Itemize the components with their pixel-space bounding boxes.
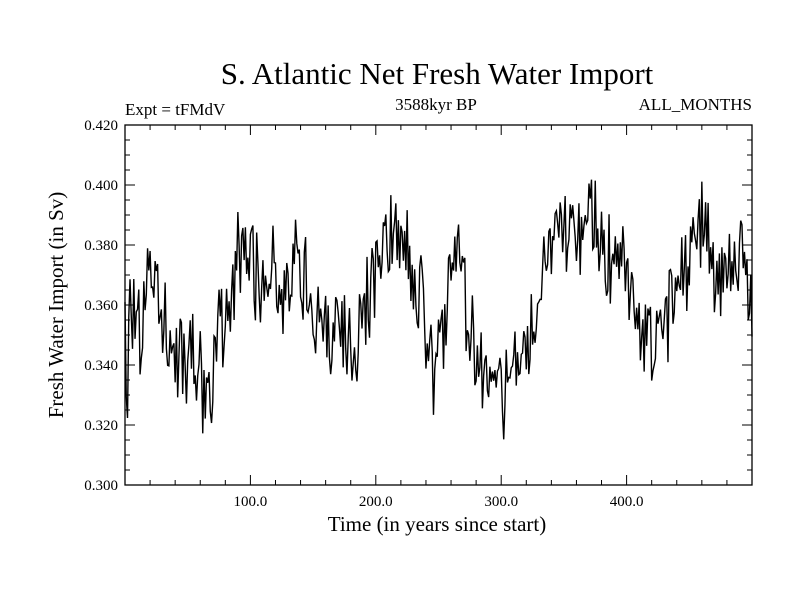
x-tick-label: 300.0 xyxy=(484,494,518,510)
x-tick-labels: 100.0 200.0 300.0 400.0 xyxy=(234,494,644,510)
y-tick-label: 0.340 xyxy=(84,358,118,374)
y-axis-label: Fresh Water Import (in Sv) xyxy=(44,192,68,419)
chart-title: S. Atlantic Net Fresh Water Import xyxy=(221,56,654,91)
experiment-label: Expt = tFMdV xyxy=(125,100,226,119)
y-tick-label: 0.320 xyxy=(84,418,118,434)
y-tick-label: 0.400 xyxy=(84,178,118,194)
y-tick-label: 0.380 xyxy=(84,238,118,254)
plot-frame xyxy=(124,124,753,486)
y-tick-labels: 0.300 0.320 0.340 0.360 0.380 0.400 0.420 xyxy=(84,118,118,494)
x-tick-label: 200.0 xyxy=(359,494,393,510)
y-tick-label: 0.300 xyxy=(84,478,118,494)
series-group xyxy=(124,179,753,440)
months-label: ALL_MONTHS xyxy=(639,95,752,114)
series-line-fresh-water-import xyxy=(124,179,753,440)
x-tick-label: 400.0 xyxy=(610,494,644,510)
y-tick-label: 0.420 xyxy=(84,118,118,134)
y-tick-label: 0.360 xyxy=(84,298,118,314)
date-label: 3588kyr BP xyxy=(395,95,477,114)
axis-ticks xyxy=(125,124,752,486)
x-axis-label: Time (in years since start) xyxy=(328,512,547,536)
x-tick-label: 100.0 xyxy=(234,494,268,510)
